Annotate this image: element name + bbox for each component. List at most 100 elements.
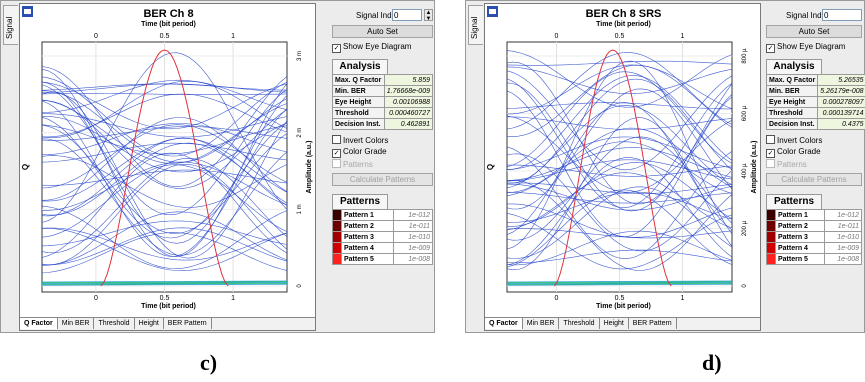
eye-trace <box>506 147 733 181</box>
eye-trace <box>506 213 733 270</box>
eye-trace <box>506 70 733 171</box>
pattern-color-swatch <box>766 220 776 232</box>
patterns-section-tab[interactable]: Patterns <box>766 194 822 209</box>
plot-title: BER Ch 8 <box>143 8 193 20</box>
eye-trace <box>41 227 288 271</box>
eye-trace <box>41 164 288 238</box>
tab-height[interactable]: Height <box>135 318 164 329</box>
patterns-checkbox[interactable]: Patterns <box>766 159 807 170</box>
eye-trace <box>506 116 733 130</box>
tab-threshold[interactable]: Threshold <box>559 318 600 329</box>
signal-index-label: Signal Index <box>356 11 401 20</box>
invert-colors-checkbox[interactable]: Invert Colors <box>332 135 388 146</box>
eye-trace <box>506 66 733 95</box>
y-axis-label-left: Q <box>21 164 30 170</box>
app-icon-glyph <box>489 9 496 14</box>
right-tick-label: 800 µ <box>742 48 748 64</box>
eye-trace <box>41 117 288 201</box>
y-axis-label-right: Amplitude (a.u.) <box>306 141 313 194</box>
tab-q-factor[interactable]: Q Factor <box>485 318 523 329</box>
checkbox-unchecked-icon <box>766 159 775 168</box>
table-row: Eye Height 0.000278097 <box>765 96 865 108</box>
show-eye-diagram-checkbox[interactable]: ✓ Show Eye Diagram <box>332 42 412 53</box>
eye-plot-frame: BER Ch 8 Time (bit period) 0 0 0.5 0.5 1 1 Time … <box>19 3 316 331</box>
eye-trace <box>41 93 288 95</box>
pattern-color-swatch <box>332 253 342 265</box>
color-grade-checkbox[interactable]: ✓ Color Grade <box>332 147 387 158</box>
top-axis-label: Time (bit period) <box>596 21 651 28</box>
bottom-axis-label: Time (bit period) <box>141 303 196 310</box>
signal-index-spinner[interactable]: ▲ ▼ <box>424 9 433 22</box>
right-tick-label: 3 m <box>297 51 303 61</box>
pattern-color-swatch <box>332 220 342 232</box>
auto-set-button[interactable]: Auto Set <box>766 25 862 38</box>
plot-title: BER Ch 8 SRS <box>586 8 662 20</box>
eye-trace <box>41 84 288 216</box>
eye-trace <box>506 64 733 137</box>
signal-side-tab[interactable]: Signal <box>3 5 18 45</box>
tab-ber-pattern[interactable]: BER Pattern <box>164 318 212 329</box>
x-tick-label-bottom: 1 <box>681 295 685 302</box>
x-tick-label-top: 0.5 <box>160 33 170 40</box>
analysis-section-tab[interactable]: Analysis <box>766 59 822 74</box>
baseline-trace <box>506 280 733 283</box>
calculate-patterns-button[interactable]: Calculate Patterns <box>766 173 862 186</box>
eye-trace <box>506 228 733 239</box>
list-item: Pattern 2 1e-011 <box>766 220 863 232</box>
eye-trace <box>41 138 288 256</box>
figure-caption-d: d) <box>702 350 722 375</box>
list-item: Pattern 1 1e-012 <box>766 209 863 221</box>
tab-ber-pattern[interactable]: BER Pattern <box>629 318 677 329</box>
patterns-section-tab[interactable]: Patterns <box>332 194 388 209</box>
y-axis-label-left: Q <box>486 164 495 170</box>
list-item: Pattern 2 1e-011 <box>332 220 434 232</box>
baseline-trace <box>41 280 288 283</box>
eye-trace <box>506 71 733 168</box>
eye-trace <box>506 249 733 264</box>
invert-colors-checkbox[interactable]: Invert Colors <box>766 135 822 146</box>
color-grade-checkbox[interactable]: ✓ Color Grade <box>766 147 821 158</box>
list-item: Pattern 4 1e-009 <box>332 242 434 254</box>
eye-trace <box>506 182 733 195</box>
tab-min-ber[interactable]: Min BER <box>58 318 95 329</box>
eye-trace <box>41 211 288 266</box>
right-tick-label: 600 µ <box>742 105 748 121</box>
eye-trace <box>41 124 288 189</box>
pattern-color-swatch <box>766 253 776 265</box>
eye-trace <box>41 142 288 163</box>
x-tick-label-bottom: 0 <box>555 295 559 302</box>
signal-side-tab[interactable]: Signal <box>468 5 483 45</box>
top-axis-label: Time (bit period) <box>141 21 196 28</box>
signal-index-input[interactable] <box>822 9 862 21</box>
table-row: Decision Inst. 0.4375 <box>765 118 865 130</box>
eye-trace <box>506 50 733 108</box>
eye-trace <box>41 81 288 130</box>
eye-trace <box>506 136 733 241</box>
tab-min-ber[interactable]: Min BER <box>523 318 560 329</box>
tab-threshold[interactable]: Threshold <box>94 318 135 329</box>
tab-q-factor[interactable]: Q Factor <box>20 318 58 329</box>
tab-height[interactable]: Height <box>600 318 629 329</box>
analysis-section-tab[interactable]: Analysis <box>332 59 388 74</box>
eye-trace <box>41 116 288 239</box>
eye-trace <box>41 137 288 202</box>
eye-trace <box>506 78 733 184</box>
eye-diagram-window-d: Signal BER Ch 8 SRS Time (bit period) 0 0 0.… <box>465 0 865 333</box>
eye-trace <box>41 81 288 244</box>
eye-trace <box>42 161 288 211</box>
right-tick-label: 200 µ <box>742 220 748 236</box>
x-tick-label-top: 1 <box>681 33 685 40</box>
show-eye-diagram-checkbox[interactable]: ✓ Show Eye Diagram <box>766 42 846 53</box>
checkbox-checked-icon: ✓ <box>332 149 341 158</box>
calculate-patterns-button[interactable]: Calculate Patterns <box>332 173 433 186</box>
eye-trace <box>506 136 733 170</box>
right-tick-label: 400 µ <box>742 163 748 179</box>
q-factor-curve <box>553 49 672 287</box>
patterns-checkbox[interactable]: Patterns <box>332 159 373 170</box>
eye-trace <box>41 93 288 138</box>
auto-set-button[interactable]: Auto Set <box>332 25 433 38</box>
signal-index-input[interactable] <box>392 9 422 21</box>
bottom-tab-bar: Q Factor Min BER Threshold Height BER Pa… <box>485 317 760 330</box>
